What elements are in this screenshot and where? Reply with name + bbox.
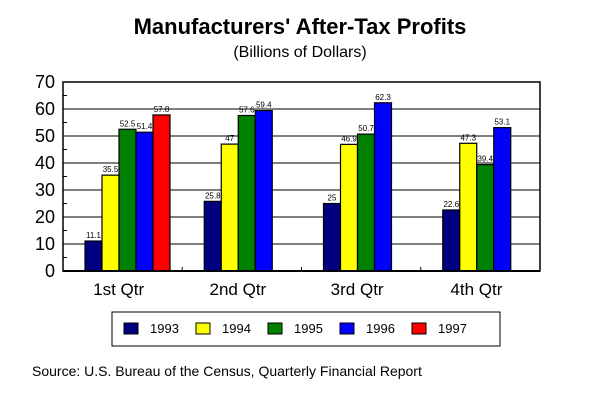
chart-subtitle: (Billions of Dollars) xyxy=(233,44,367,61)
bar-1994-1 xyxy=(101,174,120,272)
y-tick-label: 10 xyxy=(35,234,55,254)
bar-1995-4 xyxy=(476,164,495,272)
bar-1995-2 xyxy=(237,114,256,272)
chart-title: Manufacturers' After-Tax Profits xyxy=(133,14,467,39)
bar-1995-1 xyxy=(118,128,137,272)
data-label: 50.7 xyxy=(358,124,374,133)
legend-label-1993: 1993 xyxy=(150,321,179,336)
y-tick-label: 20 xyxy=(35,207,55,227)
data-label: 47 xyxy=(225,134,234,143)
legend-swatch-1995 xyxy=(267,322,283,335)
data-label: 62.3 xyxy=(375,93,391,102)
legend-swatch-1993 xyxy=(123,322,139,335)
bar-1997-1 xyxy=(152,114,171,272)
data-label: 59.4 xyxy=(256,101,272,110)
x-tick-label: 3rd Qtr xyxy=(331,280,384,299)
legend-label-1997: 1997 xyxy=(438,321,467,336)
y-tick-label: 70 xyxy=(35,72,55,92)
data-label: 22.6 xyxy=(443,200,459,209)
y-tick-label: 0 xyxy=(45,261,55,281)
data-label: 57.6 xyxy=(239,105,255,114)
data-label: 47.3 xyxy=(460,133,476,142)
source-note: Source: U.S. Bureau of the Census, Quart… xyxy=(32,363,422,379)
legend-label-1994: 1994 xyxy=(222,321,251,336)
bar-1993-1 xyxy=(84,240,103,272)
y-tick-label: 60 xyxy=(35,99,55,119)
legend-swatch-1994 xyxy=(195,322,211,335)
bar-1993-3 xyxy=(322,202,342,272)
x-tick-label: 1st Qtr xyxy=(93,280,144,299)
legend-label-1995: 1995 xyxy=(294,321,323,336)
bar-1996-4 xyxy=(493,127,512,272)
data-label: 51.4 xyxy=(137,122,153,131)
y-tick-label: 50 xyxy=(35,126,55,146)
bar-1993-2 xyxy=(203,200,222,272)
bar-1993-4 xyxy=(442,209,461,272)
bar-1996-2 xyxy=(254,110,273,272)
data-label: 57.8 xyxy=(154,105,170,114)
legend-box xyxy=(111,311,501,347)
data-label: 46.9 xyxy=(341,134,357,143)
bar-1994-3 xyxy=(339,143,359,272)
data-label: 11.1 xyxy=(86,231,102,240)
y-tick-label: 30 xyxy=(35,180,55,200)
data-label: 25.8 xyxy=(205,191,221,200)
bar-1994-2 xyxy=(220,143,239,272)
data-label: 39.4 xyxy=(477,155,493,164)
bar-1996-3 xyxy=(373,102,393,272)
legend-swatch-1996 xyxy=(339,322,355,335)
y-tick-label: 40 xyxy=(35,153,55,173)
x-tick-label: 4th Qtr xyxy=(450,280,502,299)
data-label: 25 xyxy=(328,194,337,203)
data-label: 52.5 xyxy=(120,119,136,128)
bar-1994-4 xyxy=(459,142,478,272)
bar-1996-1 xyxy=(135,131,154,272)
legend-label-1996: 1996 xyxy=(366,321,395,336)
bar-1995-3 xyxy=(356,133,376,272)
x-tick-label: 2nd Qtr xyxy=(210,280,267,299)
legend-swatch-1997 xyxy=(411,322,427,335)
data-label: 53.1 xyxy=(494,118,510,127)
data-label: 35.5 xyxy=(103,165,119,174)
